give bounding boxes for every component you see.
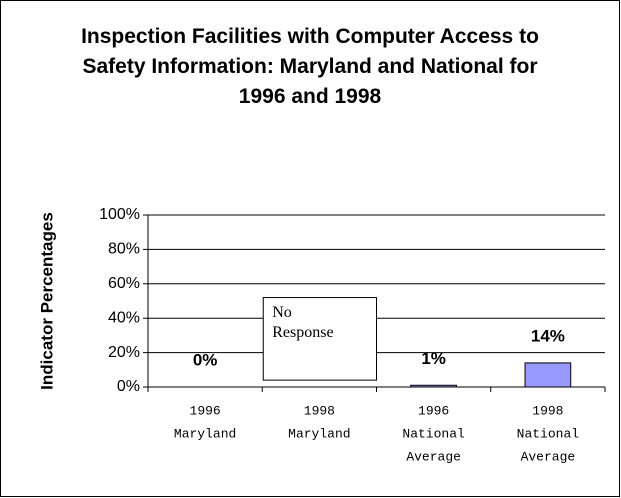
x-tick-label: 1996 [190,403,221,418]
value-label: 14% [531,326,565,345]
y-tick-label: 60% [108,275,140,292]
x-tick-label: 1998 [304,403,335,418]
x-tick-label: 1996 [418,403,449,418]
x-tick-label: Average [521,449,576,464]
y-tick-label: 100% [99,206,140,223]
y-tick-label: 20% [108,344,140,361]
y-tick-label: 40% [108,309,140,326]
value-label: 1% [421,349,446,368]
y-tick-label: 80% [108,241,140,258]
chart-title: Inspection Facilities with Computer Acce… [81,25,539,108]
x-tick-label: Maryland [174,426,236,441]
x-tick-label: National [402,426,465,441]
annotation-frame: No Response [272,303,334,341]
bar [410,384,457,388]
value-label: 0% [193,350,218,369]
x-tick-label: National [517,426,580,441]
x-tick-label: Maryland [288,426,350,441]
x-tick-label: Average [406,449,461,464]
y-axis-label: Indicator Percentages [37,212,56,390]
bar [524,362,572,388]
annotation-box [262,297,377,381]
x-tick-label: 1998 [532,403,563,418]
annotation: No Response [272,303,334,341]
y-tick-label: 0% [117,378,140,395]
